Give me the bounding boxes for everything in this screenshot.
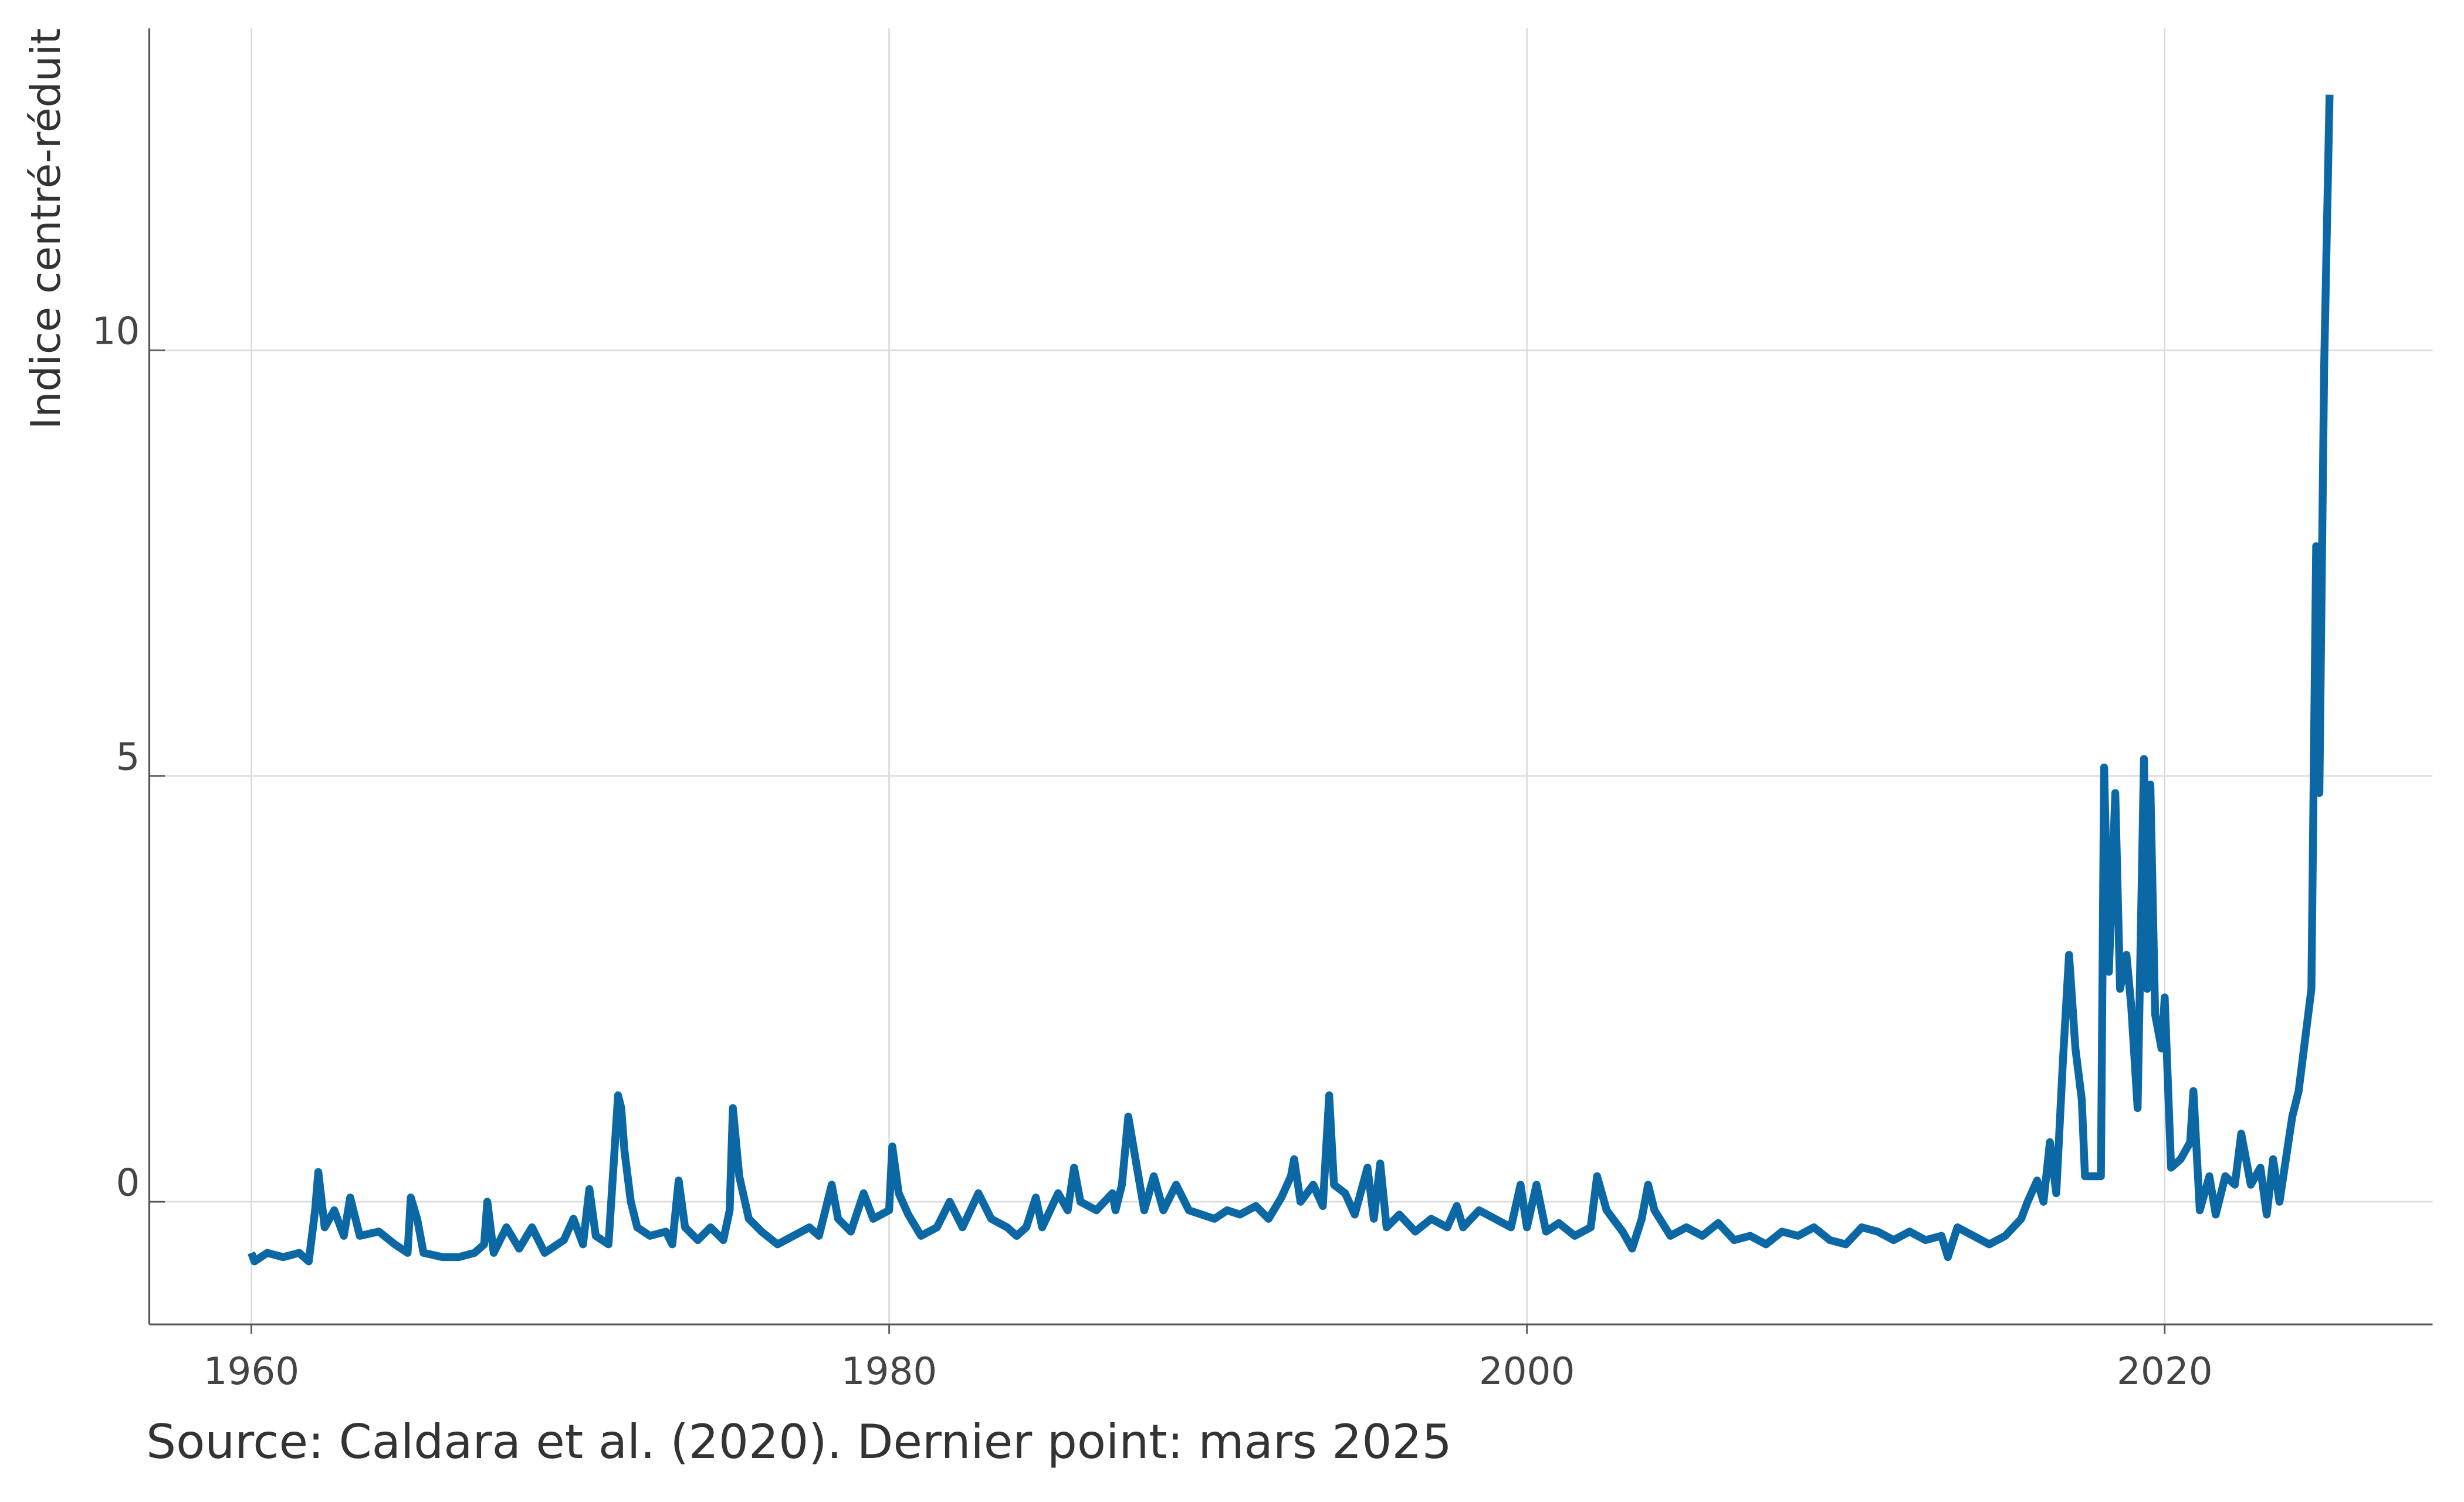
y-axis-label: Indice centré-réduit <box>22 28 70 429</box>
data-line <box>248 94 2334 1266</box>
y-tick-label: 5 <box>116 735 140 779</box>
source-note: Source: Caldara et al. (2020). Dernier p… <box>146 1414 1452 1469</box>
x-tick-label: 1980 <box>841 1350 937 1393</box>
x-tick-label: 2020 <box>2117 1350 2213 1393</box>
y-tick-label: 10 <box>92 309 140 353</box>
y-tick-label: 0 <box>116 1161 140 1205</box>
x-tick-label: 2000 <box>1479 1350 1575 1393</box>
x-tick-label: 1960 <box>204 1350 300 1393</box>
